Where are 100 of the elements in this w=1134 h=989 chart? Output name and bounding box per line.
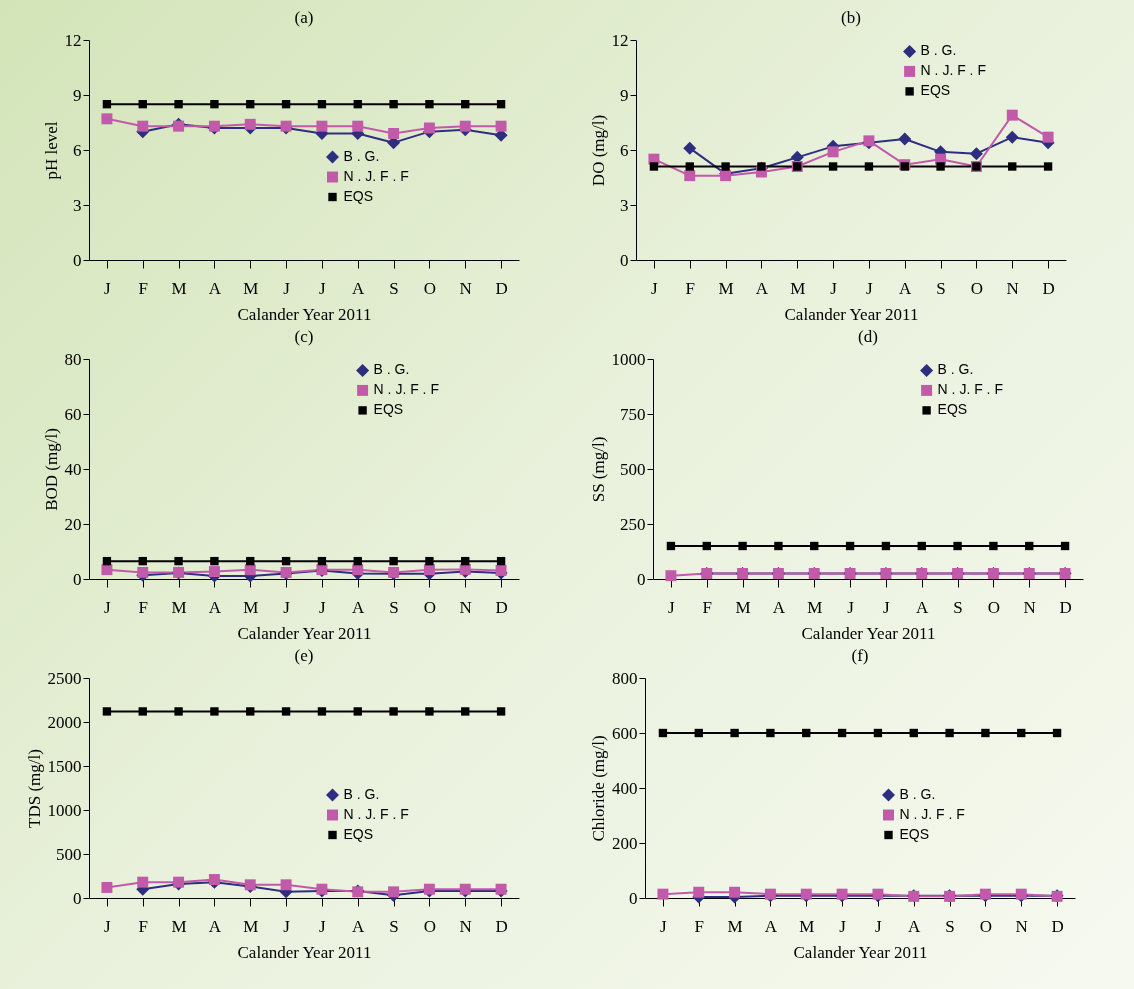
x-tick-label: D [495,916,508,936]
point [936,162,945,171]
legend-label: EQS [373,401,404,418]
point [729,886,741,898]
point [461,556,470,566]
y-tick-label: 20 [64,514,82,534]
y-tick-label: 0 [73,569,82,589]
point [989,541,998,551]
x-tick-label: F [685,278,695,298]
x-tick-label: J [847,597,855,617]
x-tick-label: J [319,597,327,617]
point [425,707,434,716]
point [137,566,149,578]
point [766,728,775,738]
point [845,541,855,551]
point [1060,541,1070,551]
x-tick-label: M [735,597,751,617]
point [102,556,112,566]
point [101,564,113,576]
point [244,118,256,130]
x-axis-title: Calander Year 2011 [237,942,372,962]
point [246,556,255,566]
point [495,565,507,576]
legend-label: B . G. [899,786,936,802]
x-tick-label: J [319,278,327,298]
point [208,566,220,578]
x-tick-label: S [936,278,946,298]
x-axis-title: Calander Year 2011 [801,623,936,643]
y-tick-label: 80 [64,349,82,369]
point [317,99,327,109]
x-tick-label: A [208,916,222,936]
x-tick-label: J [875,916,883,936]
point [898,132,912,146]
legend-label: EQS [343,188,374,204]
x-tick-label: N [459,597,472,617]
point [210,556,219,566]
chart-title: (f) [851,646,869,665]
x-axis-title: Calander Year 2011 [793,942,928,962]
point [873,728,883,738]
point [1042,131,1054,143]
x-tick-label: J [883,597,891,617]
x-tick-label: O [987,597,1001,617]
y-tick-label: 12 [64,30,82,50]
x-tick-label: A [352,597,366,617]
point [721,162,730,171]
legend-label: N . J. F . F [899,806,965,822]
x-tick-label: A [208,597,222,617]
x-tick-label: A [772,597,786,617]
point [389,556,398,566]
legend-label: N . J. F . F [920,62,986,79]
x-axis-title: Calander Year 2011 [237,623,372,643]
point [649,162,659,171]
point [352,120,364,132]
point [459,120,471,132]
x-tick-label: J [104,916,112,936]
point [757,162,766,171]
y-tick-label: 2500 [47,668,82,688]
x-tick-label: A [208,278,222,298]
legend-label: EQS [899,826,930,842]
point [423,122,435,134]
x-tick-label: F [694,916,704,936]
point [389,99,398,109]
y-tick-label: 0 [73,888,82,908]
legend-label: N . J. F . F [343,806,409,822]
point [730,728,739,738]
y-tick-label: 600 [612,723,638,743]
x-tick-label: A [352,278,366,298]
x-tick-label: J [319,916,327,936]
point [658,728,668,738]
x-tick-label: O [423,597,437,617]
legend-label: EQS [920,82,951,99]
y-tick-label: 2000 [47,712,82,732]
x-tick-label: S [389,916,399,936]
point [210,707,219,716]
chart-title: (b) [841,8,861,27]
chart-title: (a) [294,8,314,27]
point [694,728,703,738]
point [353,556,362,566]
y-axis-title: SS (mg/l) [588,436,608,503]
y-axis-title: Chloride (mg/l) [589,735,608,842]
point [316,120,328,132]
chart-title: (c) [294,327,314,346]
point [837,728,847,738]
point [827,146,839,158]
x-tick-label: J [283,278,291,298]
point [174,707,183,716]
x-tick-label: F [702,597,712,617]
legend-label: B . G. [373,361,410,378]
point [137,120,149,132]
y-axis-title: BOD (mg/l) [41,428,61,511]
x-tick-label: S [389,597,399,617]
point [496,707,506,716]
x-tick-label: A [755,278,769,298]
x-tick-label: M [718,278,734,298]
y-tick-label: 6 [73,140,82,160]
x-tick-label: J [104,597,112,617]
y-tick-label: 500 [56,844,82,864]
point [683,141,697,155]
point [138,99,147,109]
point [1008,162,1017,171]
